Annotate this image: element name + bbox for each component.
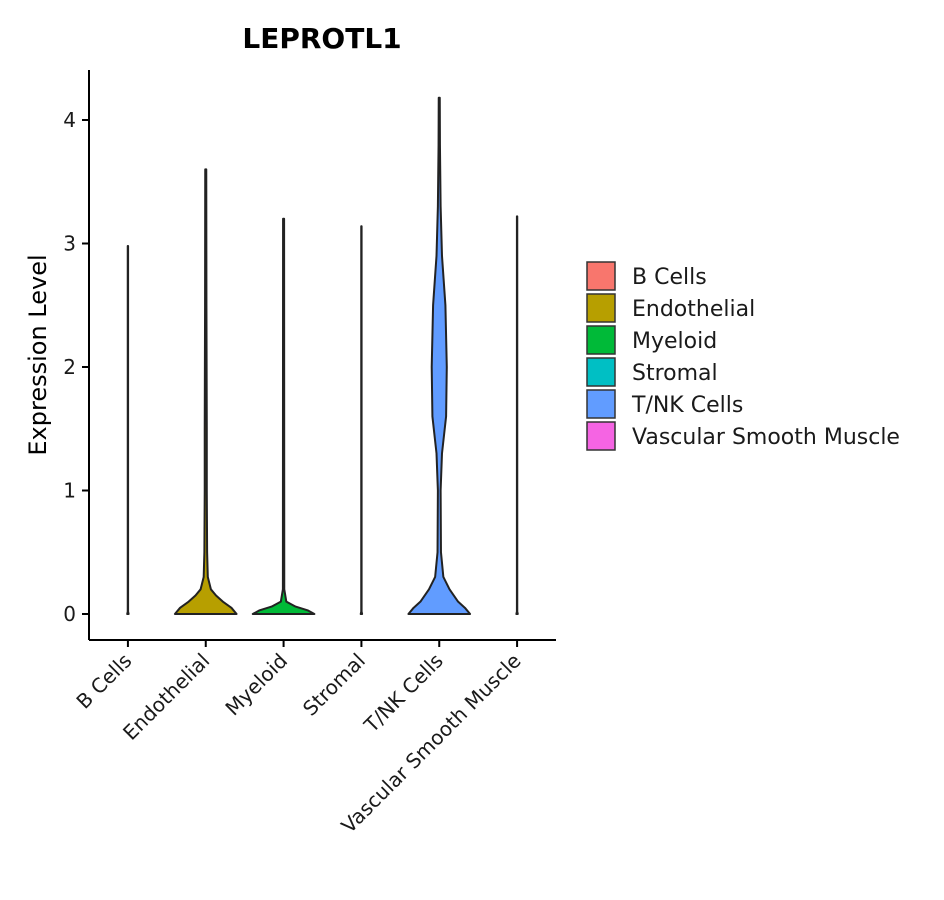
violin-t-nk-cells [407,96,472,615]
violin-stromal [359,225,364,615]
legend-label-myeloid: Myeloid [632,329,717,354]
violins-group [126,96,519,615]
legend-key-myeloid [586,325,616,355]
legend-key-endothelial [586,293,616,323]
legend-key-vascular-smooth-muscle [586,421,616,451]
legend-label-vascular-smooth-muscle: Vascular Smooth Muscle [632,425,900,450]
violin-b-cells [126,244,130,615]
x-tick-label-myeloid: Myeloid [220,649,292,721]
legend-label-b-cells: B Cells [632,265,707,290]
legend-key-b-cells [586,261,616,291]
legend-label-t-nk-cells: T/NK Cells [631,393,743,418]
legend-key-t-nk-cells [586,389,616,419]
legend: B Cells Endothelial Myeloid Stromal T/NK Cel… [586,261,900,451]
legend-label-endothelial: Endothelial [632,297,755,322]
violin-endothelial [173,168,238,615]
y-tick-label-4: 4 [63,108,76,132]
x-tick-label-stromal: Stromal [298,649,370,721]
x-tick-label-b-cells: B Cells [71,649,136,714]
chart-title: LEPROTL1 [242,22,401,55]
y-tick-label-1: 1 [63,479,76,503]
y-tick-label-2: 2 [63,355,76,379]
violin-myeloid [251,217,316,615]
legend-key-stromal [586,357,616,387]
y-tick-label-3: 3 [63,232,76,256]
violin-vascular-smooth-muscle [515,215,519,615]
legend-label-stromal: Stromal [632,361,718,386]
y-axis-label: Expression Level [24,254,52,455]
y-tick-label-0: 0 [63,602,76,626]
